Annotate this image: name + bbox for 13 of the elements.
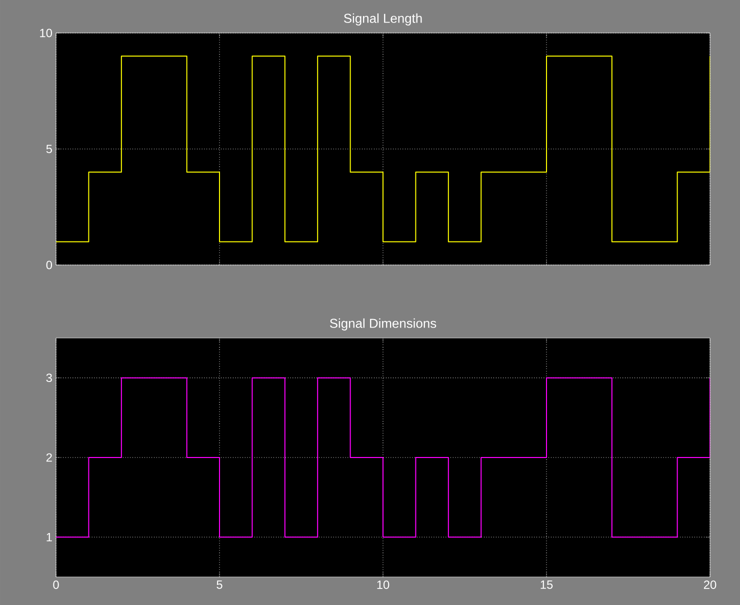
x-tick-label: 15 (540, 580, 553, 589)
chart-title: Signal Dimensions (330, 318, 436, 330)
x-tick-label: 20 (704, 580, 716, 589)
x-tick-label: 0 (53, 580, 59, 589)
y-tick-label: 0 (46, 260, 52, 270)
x-tick-label: 10 (377, 580, 390, 589)
y-tick-label: 10 (40, 28, 52, 38)
y-tick-label: 3 (46, 374, 52, 382)
y-tick-label: 2 (46, 453, 52, 462)
x-tick-label: 5 (216, 580, 222, 589)
y-tick-label: 1 (46, 533, 52, 542)
chart-title: Signal Length (344, 13, 422, 26)
y-tick-label: 5 (46, 144, 52, 154)
